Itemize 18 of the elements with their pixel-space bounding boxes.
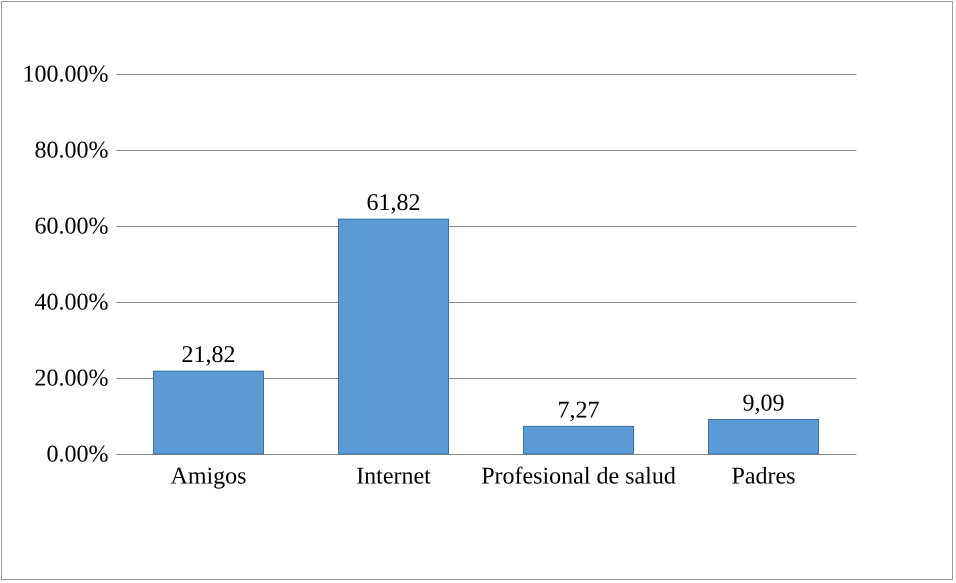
data-label: 7,27 <box>558 397 600 424</box>
data-label: 61,82 <box>366 190 420 216</box>
y-tick-label: 20.00% <box>34 366 108 392</box>
bar <box>338 218 449 454</box>
x-tick-label: Padres <box>732 464 796 490</box>
y-tick-label: 60.00% <box>34 214 108 240</box>
data-label: 21,82 <box>182 342 236 368</box>
bar <box>523 426 634 454</box>
y-tick-label: 40.00% <box>34 290 108 316</box>
y-tick-label: 80.00% <box>34 138 108 164</box>
y-tick-label: 100.00% <box>22 62 108 88</box>
y-tick-label: 0.00% <box>46 442 108 468</box>
data-label: 9,09 <box>742 390 784 416</box>
bar <box>153 370 264 454</box>
x-tick-label: Profesional de salud <box>481 464 676 490</box>
x-tick-label: Amigos <box>170 464 247 490</box>
bar <box>708 418 819 454</box>
x-tick-label: Internet <box>356 464 432 490</box>
